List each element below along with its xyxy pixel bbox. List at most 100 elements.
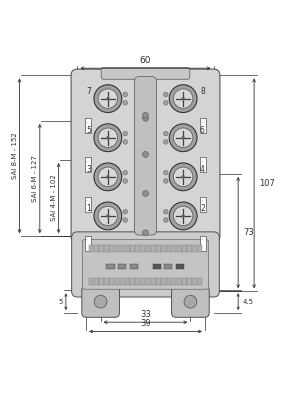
Text: 5: 5 <box>58 299 63 305</box>
Bar <box>166 278 171 285</box>
Bar <box>200 196 206 212</box>
Circle shape <box>94 202 122 230</box>
Text: 2: 2 <box>200 204 205 214</box>
Bar <box>177 245 182 252</box>
Circle shape <box>106 97 109 100</box>
Bar <box>172 245 176 252</box>
Text: 6: 6 <box>200 126 205 135</box>
Bar <box>120 245 125 252</box>
Circle shape <box>173 167 193 186</box>
Bar <box>153 264 161 269</box>
Text: 33: 33 <box>140 310 151 319</box>
Bar <box>164 264 173 269</box>
Circle shape <box>143 190 148 196</box>
Circle shape <box>182 97 185 100</box>
FancyBboxPatch shape <box>134 77 157 235</box>
Circle shape <box>143 112 148 118</box>
Circle shape <box>123 179 127 183</box>
Text: 107: 107 <box>259 179 275 188</box>
Bar <box>130 278 135 285</box>
Bar <box>109 245 114 252</box>
Bar <box>135 278 140 285</box>
Bar <box>85 158 91 172</box>
Bar <box>161 278 166 285</box>
Circle shape <box>164 92 168 97</box>
Circle shape <box>94 124 122 152</box>
Bar <box>151 245 156 252</box>
Bar <box>130 245 135 252</box>
Circle shape <box>98 89 118 108</box>
Circle shape <box>98 167 118 186</box>
Text: 39: 39 <box>140 319 151 328</box>
Circle shape <box>169 85 197 112</box>
Bar <box>200 236 206 251</box>
Bar <box>85 118 91 133</box>
FancyBboxPatch shape <box>72 232 219 297</box>
Bar <box>182 278 187 285</box>
Bar <box>187 278 192 285</box>
Bar <box>109 278 114 285</box>
Bar <box>192 245 197 252</box>
FancyBboxPatch shape <box>172 286 209 317</box>
Bar <box>156 245 161 252</box>
Bar <box>166 245 171 252</box>
Bar <box>89 278 93 285</box>
Bar <box>187 245 192 252</box>
Bar <box>94 278 99 285</box>
Bar <box>146 245 150 252</box>
Circle shape <box>123 100 127 105</box>
Text: SAI 8-M - 152: SAI 8-M - 152 <box>12 132 18 179</box>
Text: 1: 1 <box>86 204 91 214</box>
Bar <box>94 245 99 252</box>
Bar <box>85 196 91 212</box>
Bar <box>200 118 206 133</box>
Circle shape <box>106 214 109 218</box>
Bar <box>192 278 197 285</box>
Text: SAI 4-M - 102: SAI 4-M - 102 <box>51 175 57 222</box>
Circle shape <box>169 124 197 152</box>
Bar <box>198 278 202 285</box>
Circle shape <box>106 136 109 140</box>
Circle shape <box>164 100 168 105</box>
Text: 8: 8 <box>200 87 205 96</box>
FancyBboxPatch shape <box>101 67 190 79</box>
Bar <box>120 278 125 285</box>
Circle shape <box>94 85 122 112</box>
Bar <box>107 264 115 269</box>
Circle shape <box>182 175 185 178</box>
Circle shape <box>164 179 168 183</box>
Circle shape <box>164 131 168 136</box>
Circle shape <box>123 140 127 144</box>
Text: 3: 3 <box>86 165 91 174</box>
Circle shape <box>143 152 148 157</box>
Bar <box>177 278 182 285</box>
Circle shape <box>123 170 127 175</box>
Circle shape <box>143 230 148 236</box>
Circle shape <box>182 136 185 140</box>
Circle shape <box>169 163 197 191</box>
Bar <box>125 245 130 252</box>
Circle shape <box>173 89 193 108</box>
Circle shape <box>169 202 197 230</box>
Circle shape <box>98 206 118 226</box>
Circle shape <box>123 210 127 214</box>
FancyBboxPatch shape <box>82 286 119 317</box>
FancyBboxPatch shape <box>71 69 220 242</box>
Circle shape <box>173 128 193 148</box>
Text: 60: 60 <box>140 56 151 65</box>
Circle shape <box>143 116 148 121</box>
Bar <box>118 264 126 269</box>
Text: 4: 4 <box>200 165 205 174</box>
Bar <box>200 158 206 172</box>
Bar <box>172 278 176 285</box>
Circle shape <box>94 295 107 308</box>
Bar <box>99 278 104 285</box>
Bar <box>115 278 119 285</box>
Bar <box>182 245 187 252</box>
Bar <box>99 245 104 252</box>
Bar <box>104 245 109 252</box>
Bar <box>135 245 140 252</box>
Bar <box>176 264 184 269</box>
Text: 73: 73 <box>243 228 254 237</box>
Bar <box>129 264 138 269</box>
